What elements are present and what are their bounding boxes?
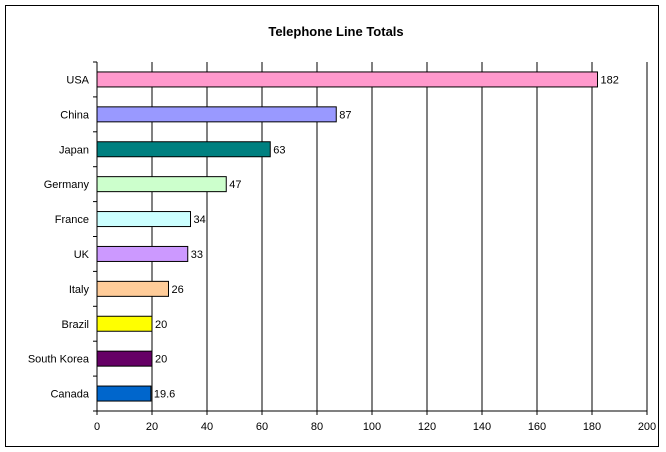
category-label: China (60, 109, 90, 121)
category-label: USA (66, 74, 89, 86)
category-label: Germany (44, 179, 90, 191)
data-label: 20 (155, 319, 167, 331)
plot-area: 0 20 40 60 80 100 120 140 160 180 200 USA 182 China 87… (28, 61, 656, 433)
category-label: Italy (69, 284, 90, 296)
x-tick-label: 140 (473, 421, 491, 433)
category-label: France (55, 214, 89, 226)
bar (96, 280, 169, 297)
x-tick-label: 0 (94, 421, 100, 433)
x-tick-label: 120 (418, 421, 436, 433)
chart-title: Telephone Line Totals (268, 24, 403, 39)
bar (96, 106, 337, 123)
category-label: Canada (50, 389, 89, 401)
bar (96, 176, 227, 193)
data-label: 33 (191, 249, 203, 261)
bar (96, 385, 152, 402)
bar (96, 211, 191, 228)
x-tick-label: 160 (528, 421, 546, 433)
x-tick-label: 20 (146, 421, 158, 433)
data-label: 34 (194, 214, 206, 226)
x-tick-label: 100 (363, 421, 381, 433)
x-tick-label: 180 (583, 421, 601, 433)
x-tick-label: 40 (201, 421, 213, 433)
data-label: 182 (601, 74, 619, 86)
data-label: 26 (172, 284, 184, 296)
bar (96, 71, 598, 88)
category-label: South Korea (28, 354, 90, 366)
category-label: Brazil (61, 319, 89, 331)
category-label: UK (74, 249, 90, 261)
data-label: 63 (273, 144, 285, 156)
data-label: 20 (155, 354, 167, 366)
x-tick-label: 200 (638, 421, 656, 433)
x-tick-label: 80 (311, 421, 323, 433)
bar (96, 350, 153, 367)
bar (96, 315, 153, 332)
bar (96, 245, 189, 262)
data-label: 87 (339, 109, 351, 121)
bar (96, 141, 271, 158)
data-label: 47 (229, 179, 241, 191)
x-tick-label: 60 (256, 421, 268, 433)
category-label: Japan (59, 144, 89, 156)
data-label: 19.6 (154, 389, 175, 401)
